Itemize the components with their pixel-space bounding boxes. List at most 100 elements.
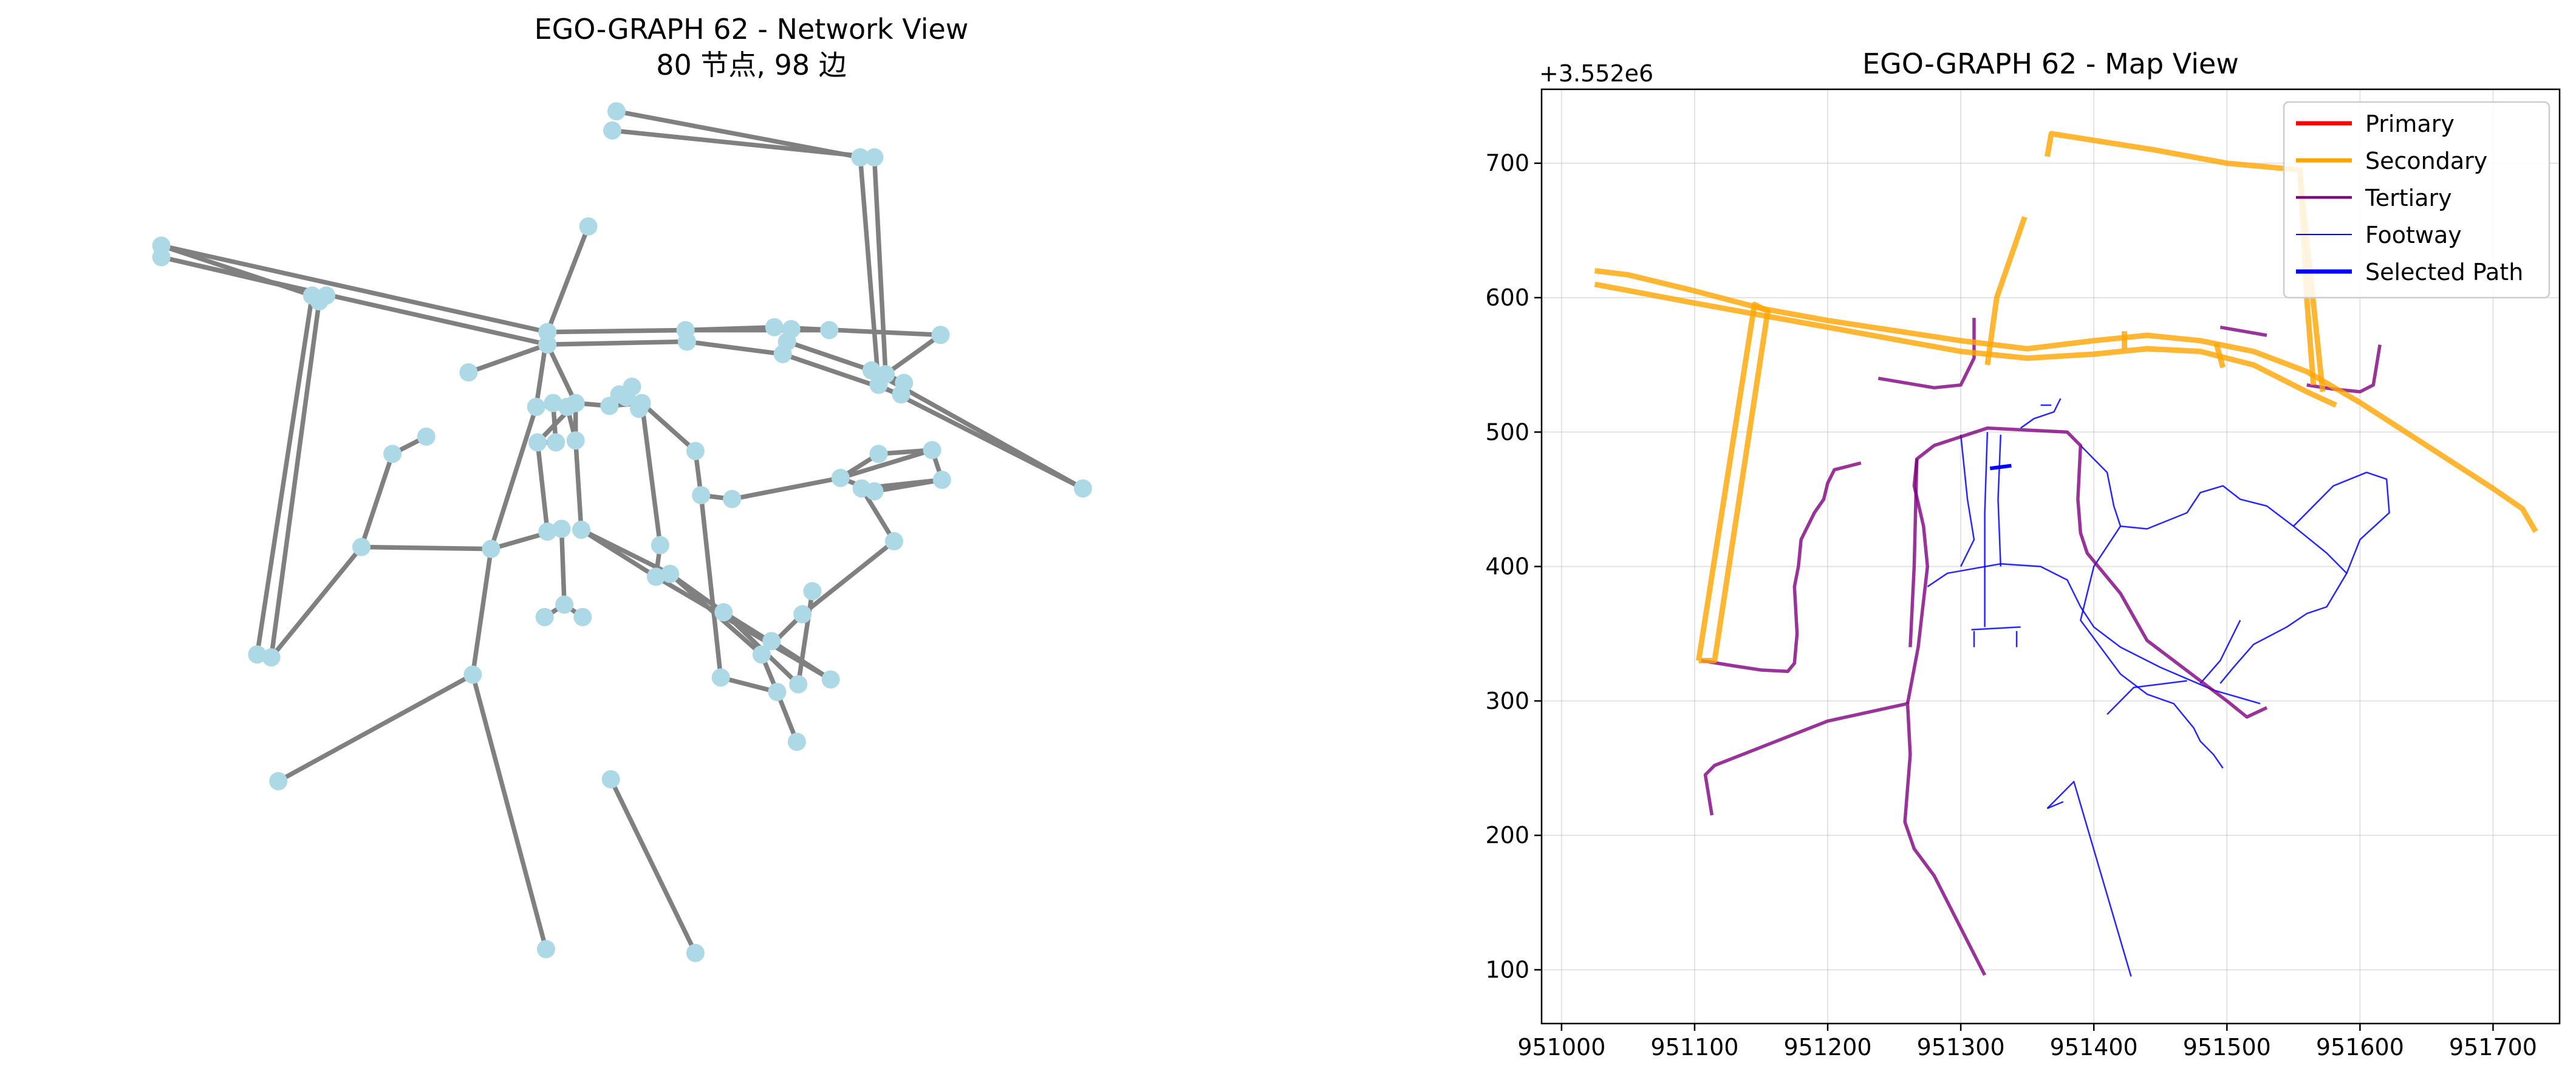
network-node xyxy=(417,427,436,446)
tertiary-road-line xyxy=(2219,325,2267,337)
network-node xyxy=(572,521,590,539)
network-view-subtitle: 80 节点, 98 边 xyxy=(656,49,847,81)
network-edge xyxy=(255,293,315,657)
network-node xyxy=(1073,479,1092,498)
network-node xyxy=(677,332,696,351)
network-node xyxy=(552,519,571,538)
footway-road-line xyxy=(2080,445,2224,769)
network-node xyxy=(579,217,598,236)
network-node xyxy=(821,670,840,689)
network-node xyxy=(352,538,371,556)
network-node xyxy=(482,539,501,558)
secondary-road-line xyxy=(1984,216,2028,366)
network-edges xyxy=(159,109,1085,956)
network-view-title: EGO-GRAPH 62 - Network View xyxy=(535,13,969,46)
network-node xyxy=(787,733,806,751)
footway-road-line xyxy=(2120,485,2348,684)
footway-road-line xyxy=(1997,434,2002,567)
network-edge xyxy=(639,400,663,548)
tertiary-road-line xyxy=(1908,459,1919,648)
network-node xyxy=(262,648,281,667)
footway-road-line xyxy=(2106,680,2187,715)
network-edge xyxy=(610,128,877,160)
network-node xyxy=(566,431,585,450)
network-node xyxy=(383,445,402,463)
network-edge xyxy=(466,342,550,375)
network-node xyxy=(607,102,626,121)
network-node xyxy=(932,470,951,489)
network-node xyxy=(892,385,910,404)
network-edge xyxy=(268,544,364,660)
legend-items: Primary Secondary Tertiary Footway Selected … xyxy=(2296,111,2523,285)
network-node xyxy=(723,490,742,508)
network-edge xyxy=(559,526,567,607)
network-edge xyxy=(276,672,476,784)
network-node xyxy=(558,397,576,416)
network-node xyxy=(538,522,557,541)
network-node xyxy=(768,683,787,702)
y-tick-label: 300 xyxy=(1485,688,1529,714)
network-node xyxy=(269,772,288,791)
network-node xyxy=(820,321,839,340)
network-edge xyxy=(488,405,539,552)
footway-road-line xyxy=(2292,471,2390,574)
network-node xyxy=(686,442,705,460)
footway-road-line xyxy=(1927,562,2261,705)
network-nodes xyxy=(152,102,1092,962)
footway-road-line xyxy=(2020,398,2062,429)
footway-road-line xyxy=(1984,432,1989,627)
secondary-road-line xyxy=(2213,343,2226,369)
footway-road-line xyxy=(2047,801,2064,810)
network-node xyxy=(248,645,267,664)
network-edge xyxy=(800,539,897,617)
y-tick-label: 600 xyxy=(1485,284,1529,311)
network-node xyxy=(885,532,903,551)
y-tick-label: 700 xyxy=(1485,150,1529,177)
network-edge xyxy=(858,155,881,388)
legend-label-footway: Footway xyxy=(2365,222,2462,248)
network-node xyxy=(555,595,574,614)
network-node xyxy=(463,665,482,684)
x-tick-label: 951000 xyxy=(1517,1034,1605,1061)
network-edge xyxy=(359,451,395,550)
network-edge xyxy=(796,589,815,687)
network-node xyxy=(573,607,592,626)
network-node xyxy=(923,440,941,459)
legend-label-tertiary: Tertiary xyxy=(2365,185,2452,211)
network-node xyxy=(538,323,557,341)
footway-road-line xyxy=(1959,434,1975,567)
x-tick-label: 951300 xyxy=(1917,1034,2005,1061)
network-node xyxy=(762,632,781,651)
network-node xyxy=(931,326,950,344)
network-node xyxy=(865,148,884,167)
tertiary-road-line xyxy=(1703,702,1987,976)
network-edge xyxy=(159,243,550,335)
network-node xyxy=(538,335,557,354)
network-edge xyxy=(872,477,945,494)
network-node xyxy=(646,567,665,586)
footway-road-line xyxy=(2046,781,2132,977)
x-tick-label: 951100 xyxy=(1650,1034,1738,1061)
network-node xyxy=(869,375,888,394)
tertiary-road-line xyxy=(1701,461,1862,673)
y-tick-label: 500 xyxy=(1485,419,1529,445)
network-node xyxy=(789,675,808,694)
footway-road-line xyxy=(1971,626,2021,631)
map-view-title: EGO-GRAPH 62 - Map View xyxy=(1862,47,2239,80)
map-axes-frame xyxy=(1540,88,2561,1025)
x-tick-label: 951600 xyxy=(2316,1034,2404,1061)
network-node xyxy=(661,564,680,583)
network-edge xyxy=(685,339,785,357)
network-node xyxy=(773,344,792,363)
network-node xyxy=(865,482,884,501)
network-node xyxy=(630,400,649,418)
network-edge xyxy=(545,224,591,335)
network-edge xyxy=(769,638,833,682)
legend-label-secondary: Secondary xyxy=(2365,148,2487,174)
network-node xyxy=(536,940,555,959)
network-edge xyxy=(784,339,874,373)
network-edge xyxy=(859,486,897,544)
tertiary-road-line xyxy=(1905,426,2268,719)
secondary-road-line xyxy=(1696,301,1771,663)
